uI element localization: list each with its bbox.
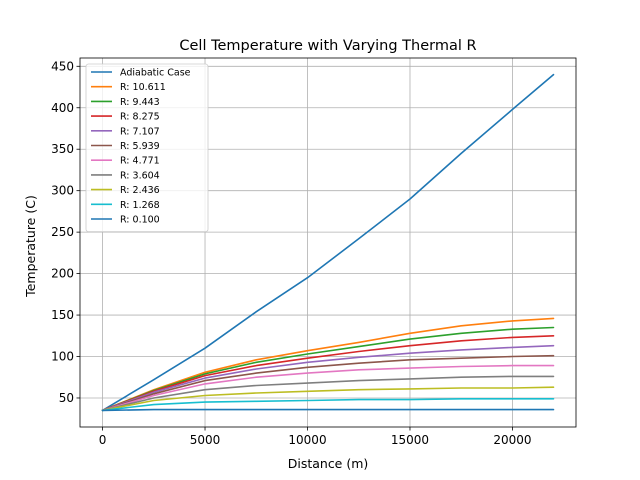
series-line (101, 354, 555, 412)
legend-label: R: 2.436 (120, 185, 160, 196)
series-line (101, 334, 555, 412)
series-lines (101, 73, 555, 412)
legend-label: R: 7.107 (120, 126, 160, 137)
series-line (101, 386, 555, 412)
y-tick-label: 350 (51, 142, 74, 156)
legend: Adiabatic Case R: 10.611 R: 9.443 R: 8.275 R… (85, 63, 209, 233)
y-tick-label: 100 (51, 350, 74, 364)
legend-label: R: 4.771 (120, 156, 160, 167)
x-tick-label: 20000 (493, 433, 531, 447)
series-line (101, 317, 555, 412)
legend-label: R: 9.443 (120, 97, 160, 108)
y-tick-label: 300 (51, 184, 74, 198)
series-line (101, 344, 555, 412)
y-tick-label: 450 (51, 59, 74, 73)
x-tick-label: 15000 (391, 433, 429, 447)
legend-label: Adiabatic Case (120, 68, 191, 79)
legend-label: R: 1.268 (120, 200, 160, 211)
x-tick-label: 10000 (288, 433, 326, 447)
x-axis-label: Distance (m) (288, 456, 369, 471)
y-tick-label: 250 (51, 225, 74, 239)
axis-ticks: 0 5000 10000 15000 20000 50 100 150 200 250 300 350… (51, 59, 531, 447)
series-line (101, 375, 555, 412)
x-tick-label: 0 (99, 433, 107, 447)
series-line (101, 408, 555, 412)
legend-label: R: 10.611 (120, 82, 166, 93)
y-tick-label: 400 (51, 101, 74, 115)
plot-area-frame (79, 57, 577, 428)
series-line (101, 326, 555, 412)
y-axis-label: Temperature (C) (23, 195, 38, 298)
y-tick-label: 150 (51, 308, 74, 322)
legend-label: R: 3.604 (120, 170, 160, 181)
y-tick-label: 50 (59, 391, 74, 405)
x-tick-label: 5000 (190, 433, 221, 447)
legend-label: R: 0.100 (120, 215, 160, 226)
legend-box (85, 63, 209, 233)
y-tick-label: 200 (51, 267, 74, 281)
series-line (101, 364, 555, 412)
legend-label: R: 8.275 (120, 112, 160, 123)
legend-label: R: 5.939 (120, 141, 160, 152)
chart-title: Cell Temperature with Varying Thermal R (179, 38, 476, 54)
series-line (101, 73, 555, 412)
grid-lines (80, 58, 576, 427)
series-line (101, 397, 555, 412)
